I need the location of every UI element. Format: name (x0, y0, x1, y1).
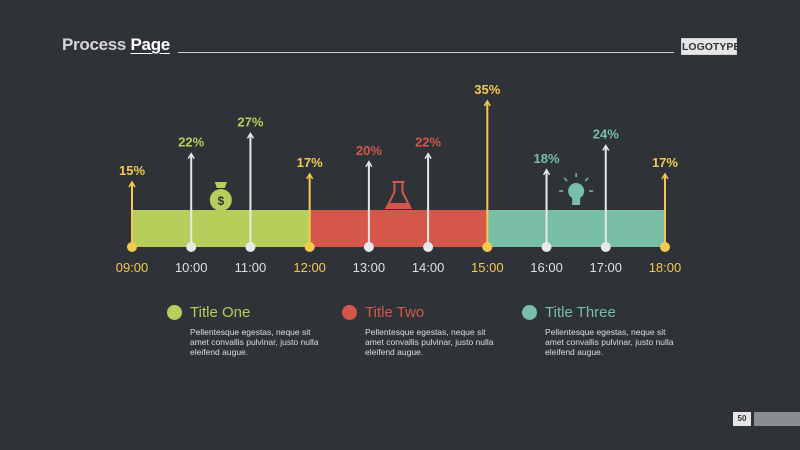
stem-arrow (187, 152, 195, 160)
stem-arrow (483, 99, 491, 107)
logo: LOGOTYPE (681, 38, 740, 55)
money-bag-body (209, 189, 232, 211)
axis-dot (304, 242, 315, 252)
money-bag-top (214, 182, 227, 188)
segment-bar-3 (487, 210, 665, 247)
value-label: 35% (474, 82, 500, 97)
x-tick-label: 09:00 (116, 260, 149, 275)
bulb-ray (563, 177, 568, 182)
page-title-main: Process (62, 35, 127, 54)
value-label: 17% (652, 155, 678, 170)
dollar-sign: $ (217, 194, 224, 208)
value-label: 22% (178, 135, 204, 150)
x-tick-label: 17:00 (589, 260, 622, 275)
axis-dot (127, 242, 137, 252)
x-tick-label: 14:00 (412, 260, 445, 275)
x-tick-label: 16:00 (530, 260, 563, 275)
stem-arrow (128, 180, 136, 188)
value-label: 20% (356, 143, 382, 158)
x-tick-label: 12:00 (293, 260, 326, 275)
flask-icon (384, 181, 413, 209)
bulb-ray (584, 177, 589, 182)
axis-dot (541, 242, 552, 252)
legend-title: Title Three (545, 304, 616, 321)
value-label: 24% (593, 127, 619, 142)
legend-title: Title Two (365, 304, 425, 321)
page-number-bar (754, 412, 800, 426)
header-divider (178, 52, 674, 53)
stem-arrow (424, 152, 432, 160)
bulb-base (572, 198, 581, 205)
axis-dot (482, 242, 493, 252)
legend-description: Pellentesque egestas, neque sit amet con… (545, 327, 674, 357)
stem-arrow (542, 168, 551, 176)
axis-dot (423, 242, 434, 252)
value-label: 17% (297, 155, 323, 170)
stem-arrow (602, 144, 610, 151)
value-label: 27% (237, 114, 263, 129)
x-tick-label: 10:00 (175, 260, 208, 275)
axis-dot (363, 242, 374, 252)
legend-dot-red (342, 305, 357, 320)
axis-dot (186, 242, 197, 252)
axis-dot (245, 242, 256, 252)
value-label: 15% (119, 163, 145, 178)
page-number: 50 (733, 412, 751, 426)
legend-dot-green (167, 305, 182, 320)
page-title-accent: Page (130, 35, 171, 54)
stem-arrow (661, 172, 669, 180)
value-label: 22% (415, 135, 441, 150)
legend-dot-teal (522, 305, 537, 320)
x-tick-label: 15:00 (471, 260, 504, 275)
x-tick-label: 18:00 (649, 260, 682, 275)
x-tick-label: 13:00 (353, 260, 386, 275)
x-tick-label: 11:00 (235, 260, 267, 275)
flask-liquid (387, 203, 410, 207)
axis-dot (600, 242, 611, 252)
stem-arrow (365, 160, 373, 168)
stem-arrow (306, 172, 314, 180)
lightbulb-icon (559, 173, 594, 205)
money-bag-icon: $ (209, 182, 232, 211)
segment-bar-2 (309, 210, 488, 247)
segment-bar-1 (132, 210, 310, 247)
legend-title: Title One (190, 304, 251, 321)
legend-description: Pellentesque egestas, neque sit amet con… (190, 327, 319, 357)
axis-dot (659, 242, 670, 252)
legend-description: Pellentesque egestas, neque sit amet con… (365, 327, 494, 357)
stem-arrow (246, 131, 255, 139)
bulb-globe (568, 183, 585, 199)
value-label: 18% (534, 151, 560, 166)
timeline-chart: 15% 09:00 22% 10:00 27% 11:00 17% 12:00 20% 13:00… (116, 82, 682, 275)
page-title: Process Page (62, 35, 170, 55)
